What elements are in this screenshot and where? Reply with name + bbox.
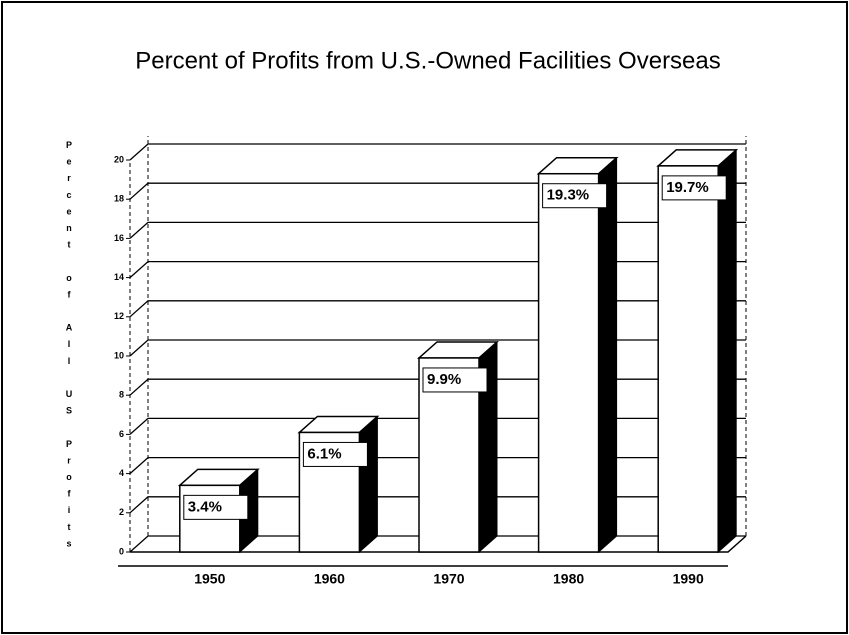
x-tick-label: 1970 xyxy=(433,571,464,587)
x-tick-label: 1960 xyxy=(314,571,345,587)
bar xyxy=(537,172,600,553)
x-tick-label: 1950 xyxy=(194,571,225,587)
value-label: 19.7% xyxy=(666,179,709,196)
value-label: 6.1% xyxy=(307,445,341,462)
bar-side xyxy=(598,156,618,554)
value-label-box xyxy=(183,494,249,520)
y-tick-label: 14 xyxy=(114,272,124,282)
y-tick-label: 18 xyxy=(114,194,124,204)
y-tick-label: 2 xyxy=(119,507,124,517)
y-tick-label: 16 xyxy=(114,233,124,243)
value-label-box xyxy=(302,441,368,467)
value-label-box xyxy=(542,183,608,209)
y-tick-label: 4 xyxy=(119,468,124,478)
value-label: 3.4% xyxy=(188,498,222,515)
value-label-box xyxy=(422,367,488,393)
value-label: 9.9% xyxy=(427,371,461,388)
bar-side xyxy=(717,148,737,554)
value-label: 19.3% xyxy=(547,187,590,204)
y-tick-label: 0 xyxy=(119,546,124,556)
value-label-box xyxy=(661,175,727,201)
x-tick-label: 1990 xyxy=(673,571,704,587)
bar xyxy=(657,165,719,553)
y-tick-label: 8 xyxy=(119,390,124,400)
bar-side xyxy=(358,415,378,554)
y-axis-label: Percent of All US Profits xyxy=(64,140,74,555)
y-tick-label: 12 xyxy=(114,311,124,321)
y-tick-label: 10 xyxy=(114,350,124,360)
x-tick-label: 1980 xyxy=(553,571,584,587)
chart-title: Percent of Profits from U.S.-Owned Facil… xyxy=(135,47,721,74)
y-tick-label: 20 xyxy=(114,154,124,164)
grid-line xyxy=(129,143,746,161)
y-tick-label: 6 xyxy=(119,429,124,439)
